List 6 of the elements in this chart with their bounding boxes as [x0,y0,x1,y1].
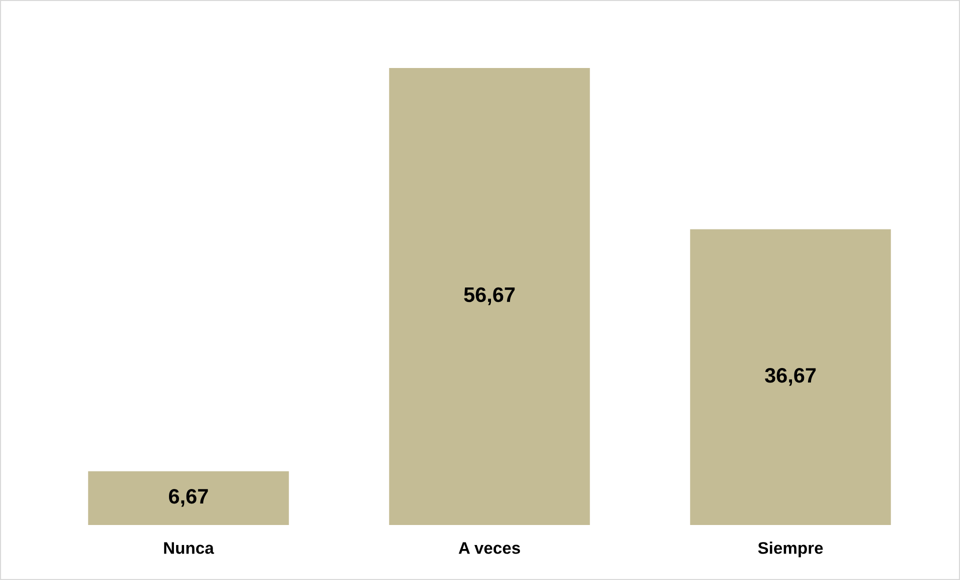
x-tick-label: Siempre [758,542,823,558]
x-tick-label: Nunca [164,542,214,554]
data-label: 6,67 [168,488,208,507]
data-label: 36,67 [764,368,816,386]
x-tick-label: A veces [458,542,520,554]
data-label: 56,67 [464,287,515,306]
